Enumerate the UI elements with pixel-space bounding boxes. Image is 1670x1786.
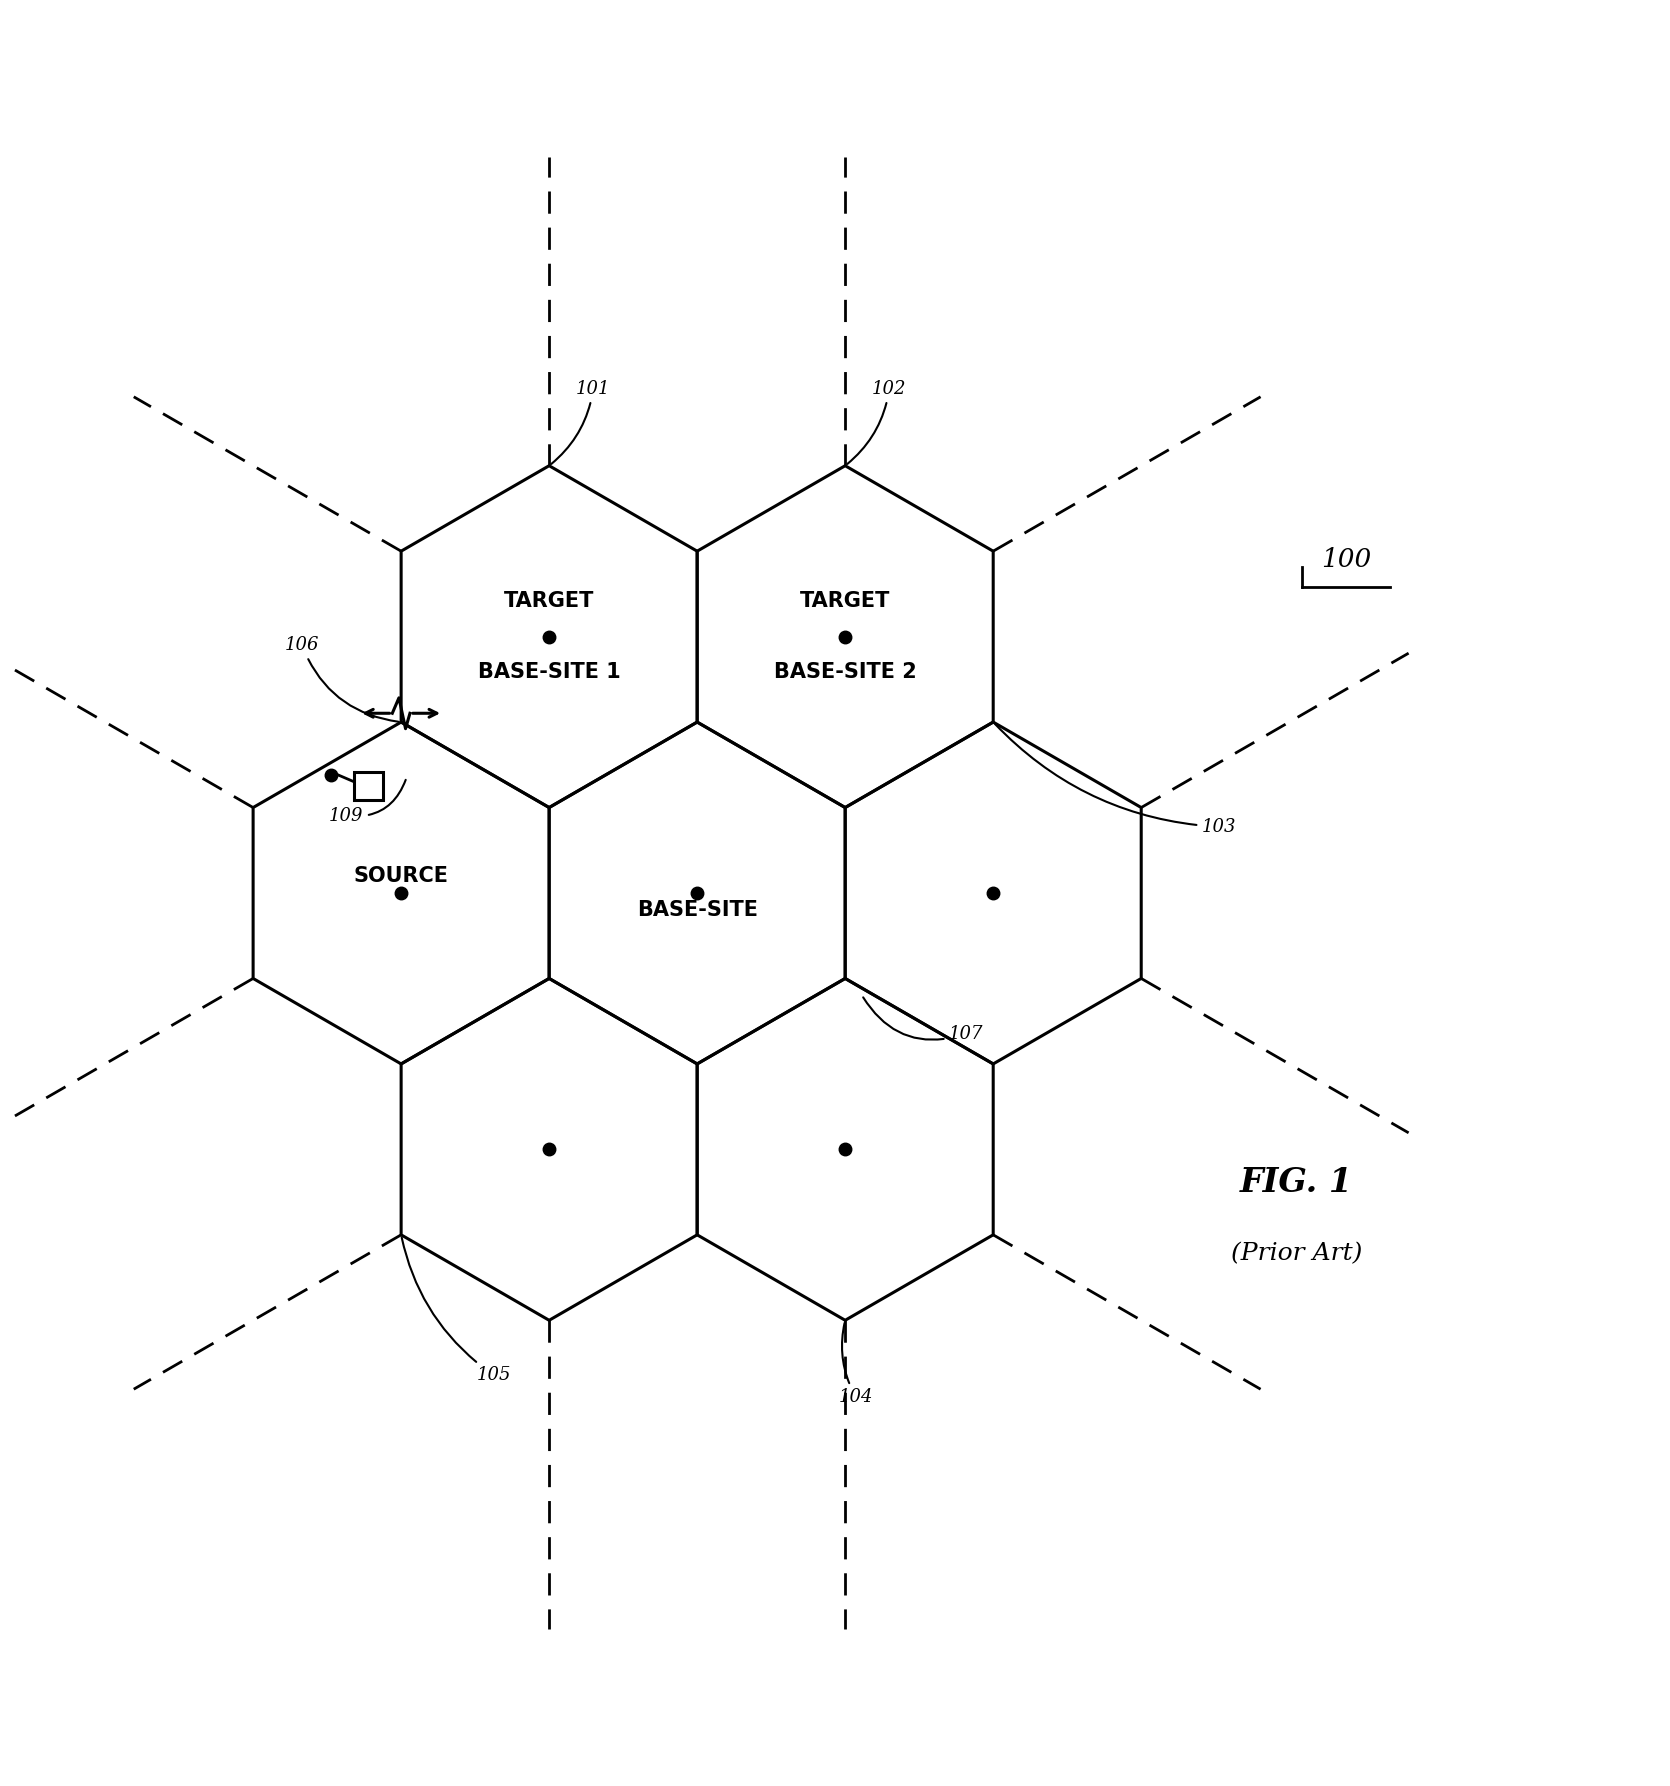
Text: 101: 101 [551, 379, 611, 464]
Text: BASE-SITE 1: BASE-SITE 1 [478, 663, 621, 682]
Text: TARGET: TARGET [504, 591, 595, 611]
Text: 105: 105 [402, 1238, 511, 1384]
Text: FIG. 1: FIG. 1 [1239, 1166, 1353, 1198]
Text: 106: 106 [284, 636, 399, 722]
Text: 103: 103 [995, 723, 1236, 836]
Text: BASE-SITE: BASE-SITE [636, 900, 758, 920]
Text: BASE-SITE 2: BASE-SITE 2 [773, 663, 917, 682]
Text: 107: 107 [863, 997, 984, 1043]
Text: 104: 104 [838, 1323, 873, 1407]
Text: (Prior Art): (Prior Art) [1231, 1243, 1363, 1266]
Text: 109: 109 [329, 780, 406, 825]
Text: TARGET: TARGET [800, 591, 890, 611]
Text: 102: 102 [847, 379, 907, 464]
Bar [354, 772, 384, 800]
Text: SOURCE: SOURCE [354, 866, 449, 886]
Text: 100: 100 [1321, 547, 1371, 572]
